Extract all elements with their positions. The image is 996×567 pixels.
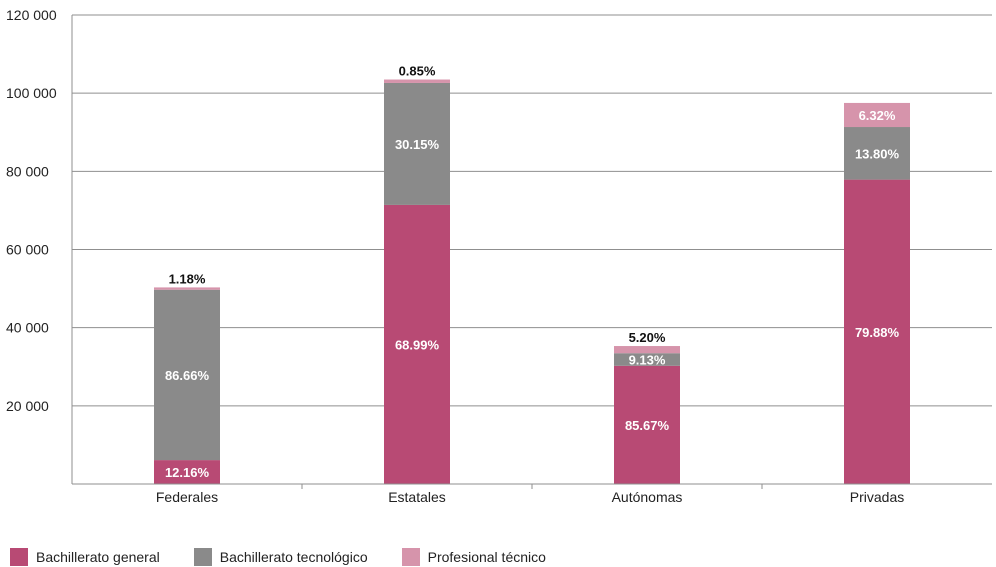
- x-category-label: Federales: [156, 489, 218, 505]
- data-label: 9.13%: [629, 353, 666, 368]
- bar-segment: [384, 79, 450, 83]
- bar-segment: [384, 204, 450, 484]
- gridlines: [72, 14, 992, 407]
- bar-segment: [614, 353, 680, 366]
- legend-swatch-tecnologico: [193, 548, 212, 566]
- bar-segment: [844, 102, 910, 128]
- legend-item-general: Bachillerato general: [10, 548, 160, 566]
- y-tick-label: 20 000: [6, 398, 49, 414]
- y-tick-label: 60 000: [6, 242, 49, 258]
- data-label: 5.20%: [629, 330, 666, 345]
- legend-label-tecnologico: Bachillerato tecnológico: [219, 549, 368, 565]
- x-axis: Federales Estatales Autónomas Privadas: [72, 483, 992, 505]
- x-category-label: Estatales: [388, 489, 446, 505]
- data-label: 0.85%: [399, 64, 436, 79]
- y-tick-label: 40 000: [6, 320, 49, 336]
- y-tick-label: 80 000: [6, 163, 49, 179]
- legend-item-profesional: Profesional técnico: [401, 548, 546, 566]
- bar-segment: [154, 460, 220, 484]
- x-category-label: Privadas: [850, 489, 904, 505]
- y-tick-label: 100 000: [6, 85, 57, 101]
- legend: Bachillerato general Bachillerato tecnol…: [10, 548, 546, 566]
- data-label: 1.18%: [169, 271, 206, 286]
- data-label: 79.88%: [855, 325, 900, 340]
- legend-label-general: Bachillerato general: [36, 549, 160, 565]
- data-label: 85.67%: [625, 418, 670, 433]
- bar-segment: [384, 82, 450, 205]
- bar-segment: [154, 287, 220, 290]
- bar-segment: [154, 289, 220, 461]
- legend-item-tecnologico: Bachillerato tecnológico: [193, 548, 368, 566]
- data-label: 13.80%: [855, 146, 900, 161]
- legend-label-profesional: Profesional técnico: [427, 549, 546, 565]
- x-category-label: Autónomas: [612, 489, 683, 505]
- bar-segment: [844, 127, 910, 180]
- bar-segment: [614, 365, 680, 484]
- bars: 12.16% 86.66% 1.18% 68.99% 30.15% 0.85% 85.67%…: [154, 64, 910, 484]
- y-tick-label: 120 000: [6, 7, 57, 23]
- data-label: 12.16%: [165, 465, 210, 480]
- data-label: 68.99%: [395, 337, 440, 352]
- y-axis: 20 000 40 000 60 000 80 000 100 000 120 000: [6, 7, 73, 484]
- bar-segment: [844, 179, 910, 484]
- bar-segment: [614, 346, 680, 354]
- legend-swatch-general: [10, 548, 28, 566]
- data-label: 30.15%: [395, 137, 440, 152]
- data-label: 86.66%: [165, 368, 210, 383]
- legend-swatch-profesional: [401, 548, 420, 566]
- stacked-bar-chart: 20 000 40 000 60 000 80 000 100 000 120 000 1…: [6, 7, 992, 505]
- data-label: 6.32%: [859, 108, 896, 123]
